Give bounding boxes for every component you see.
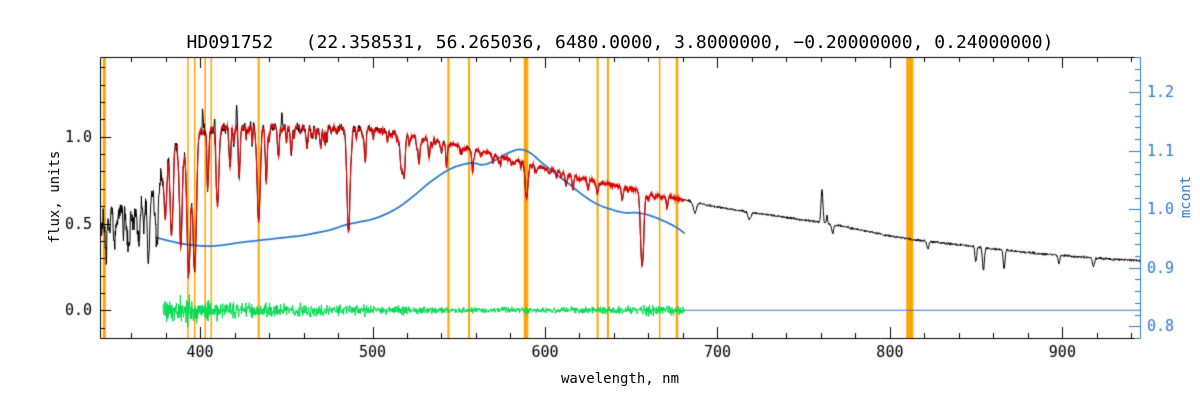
- x-axis-label: wavelength, nm: [560, 371, 680, 387]
- y-axis-label-right: mcont: [1178, 175, 1194, 219]
- y-axis-label-left: flux, units: [47, 150, 63, 244]
- plot-title: HD091752 (22.358531, 56.265036, 6480.000…: [186, 32, 1054, 53]
